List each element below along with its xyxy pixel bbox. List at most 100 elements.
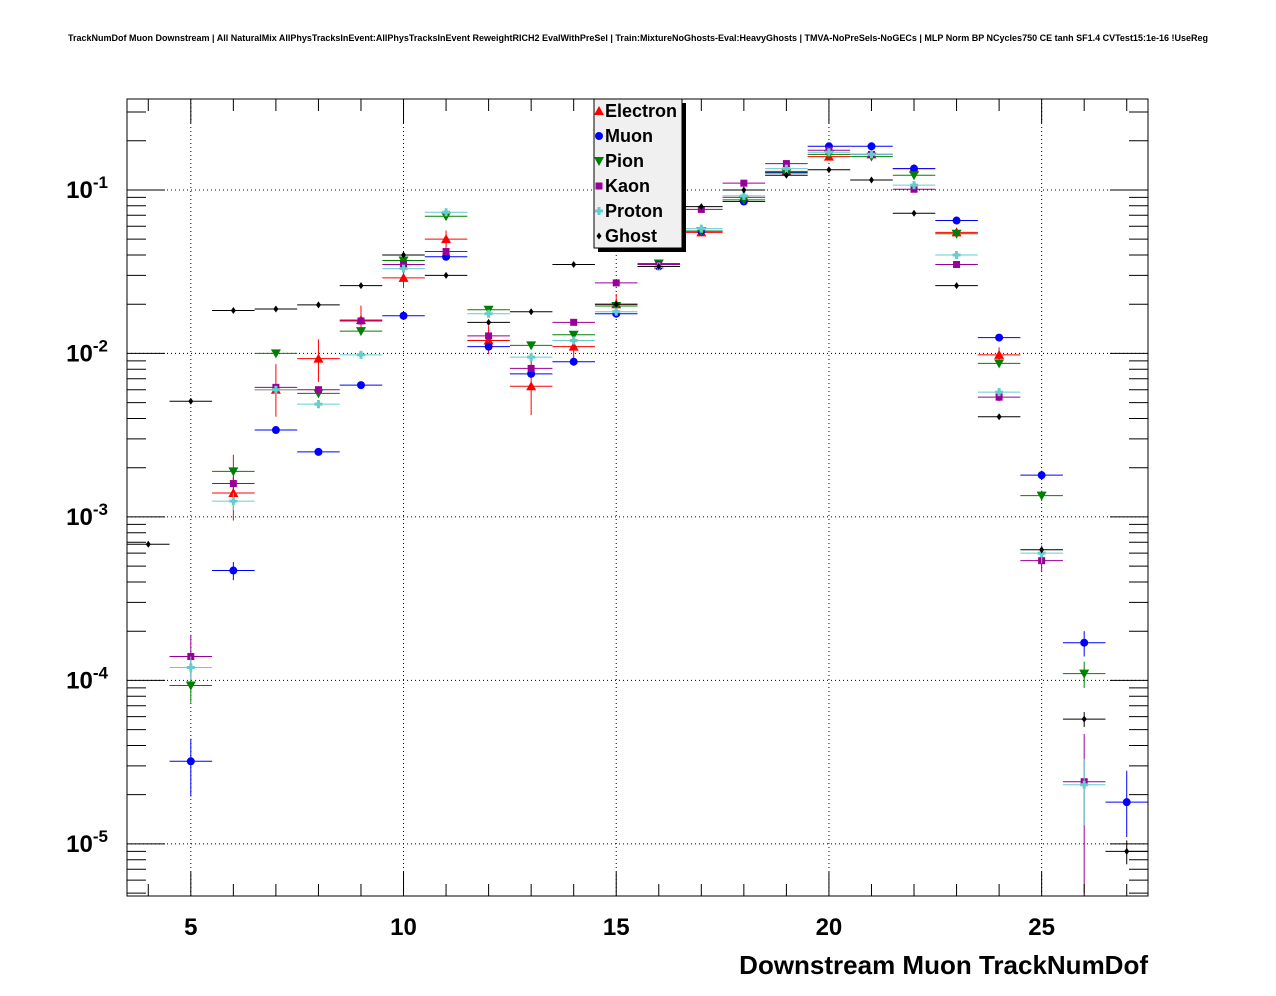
proton-point	[952, 251, 961, 260]
kaon-point	[314, 386, 322, 394]
ghost-point	[571, 260, 577, 268]
legend-label-electron: Electron	[605, 101, 677, 121]
muon-point	[1037, 471, 1046, 480]
legend-label-kaon: Kaon	[605, 176, 650, 196]
pion-point	[228, 467, 239, 477]
proton-point	[271, 385, 280, 394]
proton-point	[824, 148, 833, 157]
muon-point	[867, 142, 876, 151]
ghost-point	[273, 305, 279, 313]
x-tick-label: 25	[1028, 914, 1055, 941]
ghost-point	[145, 540, 151, 548]
ghost-point	[741, 186, 747, 194]
proton-point	[186, 663, 195, 672]
ghost-point	[1081, 715, 1087, 723]
muon-point	[186, 757, 195, 766]
legend-label-ghost: Ghost	[605, 226, 657, 246]
pion-point	[1036, 491, 1047, 501]
x-tick-label: 20	[816, 914, 843, 941]
muon-point	[569, 357, 578, 366]
muon-point	[1080, 638, 1089, 647]
pion-point	[270, 349, 281, 359]
kaon-point	[400, 260, 408, 268]
pion-point	[355, 327, 366, 337]
ghost-point	[996, 413, 1002, 421]
kaon-point	[570, 318, 578, 326]
pion-point	[994, 359, 1005, 369]
tick-labels: 5 10 15 20 25 10-5 10-4 10-3 10-2 10-1	[66, 173, 1055, 941]
kaon-point	[527, 364, 535, 372]
legend-label-muon: Muon	[605, 126, 653, 146]
kaon-series	[169, 146, 1106, 894]
proton-point	[527, 353, 536, 362]
ghost-point	[656, 263, 662, 271]
ghost-point	[698, 203, 704, 211]
muon-point	[1122, 798, 1131, 807]
proton-point	[442, 208, 451, 217]
y-tick-label: 10-5	[66, 827, 108, 858]
pion-point	[738, 195, 749, 205]
ghost-series	[127, 166, 1148, 865]
y-tick-label: 10-4	[66, 663, 108, 694]
ghost-point	[911, 209, 917, 217]
pion-point	[441, 212, 452, 222]
electron-point	[313, 353, 324, 363]
y-tick-label: 10-3	[66, 500, 108, 531]
proton-point	[1080, 780, 1089, 789]
legend-marker-pion	[594, 157, 604, 166]
pion-point	[951, 229, 962, 239]
x-axis-label: Downstream Muon TrackNumDof	[739, 950, 1148, 980]
data-points	[127, 142, 1148, 894]
muon-point	[910, 164, 919, 173]
ghost-point	[868, 176, 874, 184]
ghost-point	[783, 171, 789, 179]
pion-point	[909, 171, 920, 181]
legend-label-pion: Pion	[605, 151, 644, 171]
muon-point	[995, 333, 1004, 342]
kaon-point	[910, 185, 918, 193]
proton-series	[169, 148, 1106, 826]
legend-marker-muon	[595, 132, 603, 140]
ghost-point	[188, 397, 194, 405]
electron-point	[483, 335, 494, 345]
muon-point	[952, 216, 961, 225]
x-tick-label: 10	[390, 914, 417, 941]
ghost-point	[358, 282, 364, 290]
legend-marker-ghost	[596, 232, 602, 240]
legend-label-proton: Proton	[605, 201, 663, 221]
legend-box	[593, 98, 683, 249]
kaon-point	[612, 279, 620, 287]
ghost-point	[826, 166, 832, 174]
legend-marker-proton	[595, 207, 603, 215]
electron-point	[568, 341, 579, 351]
ghost-point	[230, 307, 236, 315]
ghost-point	[528, 308, 534, 316]
legend-marker-electron	[594, 106, 604, 115]
proton-point	[229, 497, 238, 506]
ghost-point	[1039, 546, 1045, 554]
muon-point	[229, 566, 238, 575]
proton-point	[739, 191, 748, 200]
proton-point	[995, 388, 1004, 397]
muon-point	[484, 342, 493, 351]
electron-point	[398, 272, 409, 282]
kaon-point	[782, 160, 790, 168]
proton-point	[356, 350, 365, 359]
ghost-point	[315, 301, 321, 309]
ghost-point	[954, 282, 960, 290]
proton-point	[314, 400, 323, 409]
ghost-point	[443, 271, 449, 279]
pion-point	[526, 341, 537, 351]
pion-point	[568, 330, 579, 340]
y-tick-label: 10-2	[66, 336, 108, 367]
ghost-point	[1124, 847, 1130, 855]
electron-point	[228, 488, 239, 498]
legend-marker-kaon	[595, 182, 603, 190]
x-tick-label: 5	[184, 914, 197, 941]
muon-point	[356, 381, 365, 390]
electron-point	[441, 234, 452, 244]
pion-point	[1079, 669, 1090, 679]
ghost-point	[401, 251, 407, 259]
electron-point	[526, 381, 537, 391]
